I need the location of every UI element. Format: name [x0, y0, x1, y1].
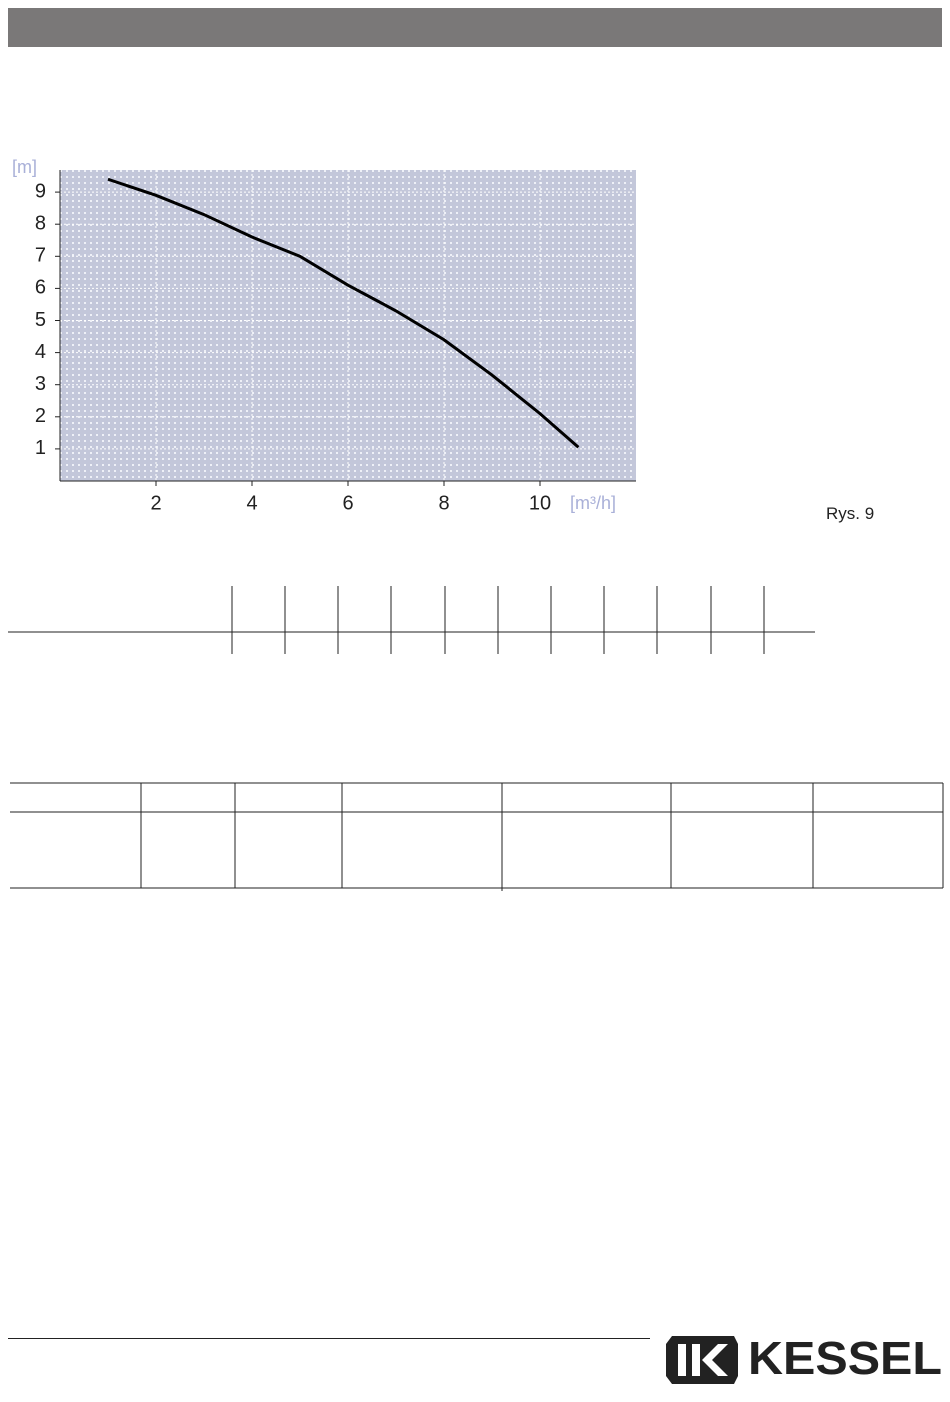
x-tick-label: 4: [246, 492, 257, 514]
y-tick-label: 5: [35, 309, 46, 331]
figure-label: Rys. 9: [826, 504, 875, 523]
x-tick-label: 6: [342, 492, 353, 514]
y-tick-label: 2: [35, 405, 46, 427]
y-tick-label: 4: [35, 341, 46, 363]
table-1: [8, 586, 815, 654]
plot-area: [60, 170, 636, 481]
y-axis-label: [m]: [12, 157, 37, 177]
logo-mark: [666, 1336, 738, 1384]
header-bar: [8, 8, 942, 47]
chart: 1 2 3 4 5 6 7 8 9 2 4 6 8 10 [m] [m³/h]: [12, 157, 636, 514]
y-tick-label: 3: [35, 373, 46, 395]
x-axis-label: [m³/h]: [570, 493, 616, 513]
y-tick-label: 7: [35, 245, 46, 267]
x-tick-label: 2: [150, 492, 161, 514]
curve: [107, 177, 580, 449]
logo: KESSEL: [666, 1332, 942, 1384]
y-tick-label: 9: [35, 180, 46, 202]
footer-rule: [8, 1338, 650, 1339]
y-tick-label: 8: [35, 212, 46, 234]
x-tick-label: 10: [529, 492, 551, 514]
y-tick-label: 1: [35, 437, 46, 459]
table-2: [10, 782, 944, 891]
table-lines: [10, 782, 944, 891]
y-tick-label: 6: [35, 277, 46, 299]
x-tick-label: 8: [438, 492, 449, 514]
logo-text: KESSEL: [748, 1332, 942, 1384]
table-lines: [8, 586, 815, 654]
